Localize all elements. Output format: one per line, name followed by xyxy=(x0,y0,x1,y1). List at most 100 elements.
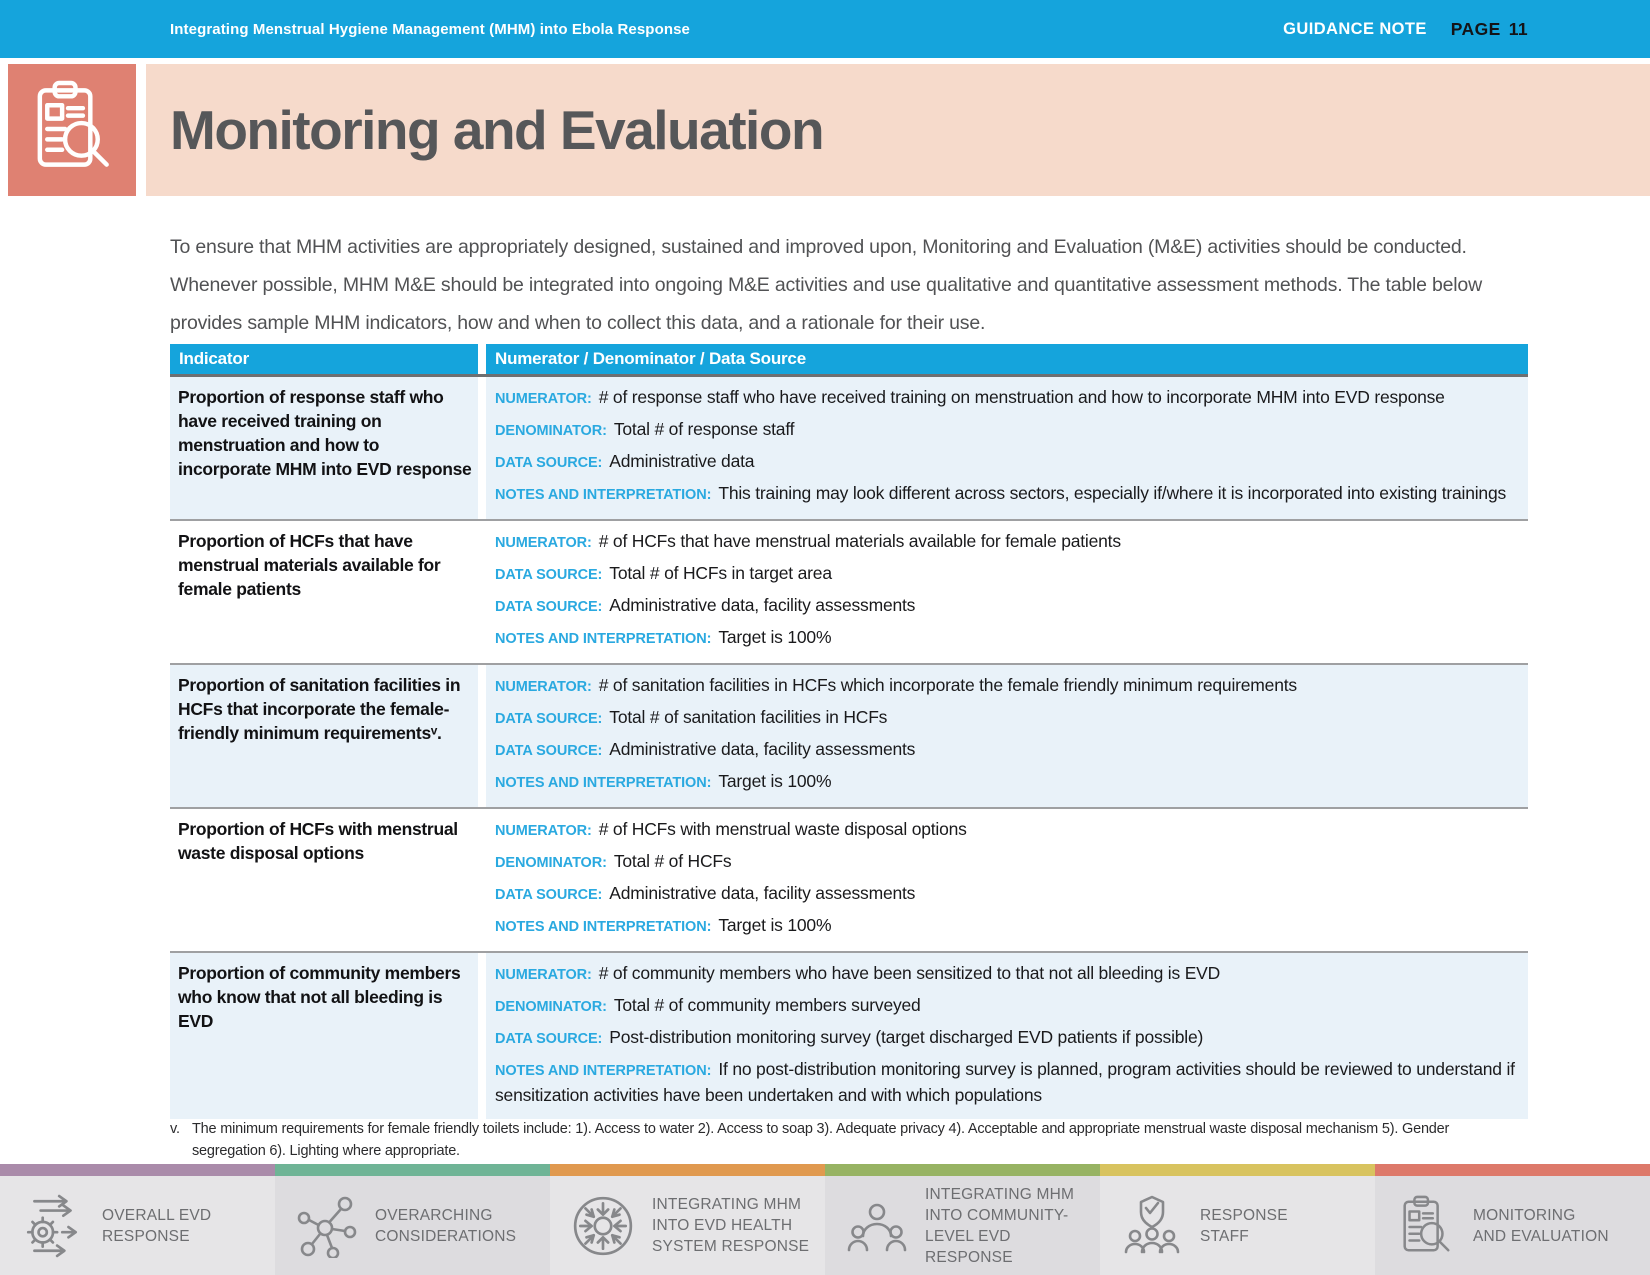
nav-accent-stripe xyxy=(275,1164,550,1176)
table-row: Proportion of HCFs that have menstrual m… xyxy=(170,519,1528,663)
nav-item-overall-evd-response[interactable]: OVERALL EVD RESPONSE xyxy=(0,1164,275,1275)
table-entry: DATA SOURCE: Administrative data, facilit… xyxy=(495,881,1516,907)
table-entry: NUMERATOR: # of community members who hav… xyxy=(495,961,1516,987)
nav-label: MONITORING AND EVALUATION xyxy=(1473,1206,1609,1245)
nav-label: OVERARCHING CONSIDERATIONS xyxy=(375,1206,517,1245)
nav-item-response-staff[interactable]: RESPONSE STAFF xyxy=(1100,1164,1375,1275)
entry-text: Administrative data xyxy=(609,451,755,471)
entry-text: # of sanitation facilities in HCFs which… xyxy=(598,675,1297,695)
column-gutter xyxy=(478,665,486,807)
guidance-note-label: GUIDANCE NOTE xyxy=(1283,19,1427,38)
entry-label: DATA SOURCE: xyxy=(495,455,603,471)
column-gutter xyxy=(478,344,486,374)
entry-label: DATA SOURCE: xyxy=(495,567,603,583)
entry-label: DATA SOURCE: xyxy=(495,711,603,727)
table-entry: NOTES AND INTERPRETATION: If no post-dist… xyxy=(495,1057,1516,1107)
entry-text: If no post-distribution monitoring surve… xyxy=(495,1059,1515,1105)
entry-text: # of HCFs with menstrual waste disposal … xyxy=(598,819,967,839)
gear-arrows-icon xyxy=(20,1193,86,1259)
entry-label: NOTES AND INTERPRETATION: xyxy=(495,919,712,935)
clipboard-magnifier-icon xyxy=(1395,1195,1457,1257)
entry-text: Total # of response staff xyxy=(613,419,795,439)
table-entry: DATA SOURCE: Administrative data, facilit… xyxy=(495,737,1516,763)
entry-label: DENOMINATOR: xyxy=(495,999,607,1015)
column-header-indicator: Indicator xyxy=(170,344,478,374)
table-row: Proportion of HCFs with menstrual waste … xyxy=(170,807,1528,951)
footer-nav: OVERALL EVD RESPONSE OVERARCHING CONSIDE… xyxy=(0,1164,1650,1275)
nav-accent-stripe xyxy=(1100,1164,1375,1176)
footnote: v. The minimum requirements for female f… xyxy=(170,1118,1456,1162)
entry-label: NUMERATOR: xyxy=(495,823,592,839)
document-title: Integrating Menstrual Hygiene Management… xyxy=(170,20,690,38)
column-gutter xyxy=(478,953,486,1119)
entry-label: DENOMINATOR: xyxy=(495,855,607,871)
indicator-text: Proportion of response staff who have re… xyxy=(178,387,472,479)
converging-arrows-icon xyxy=(570,1193,636,1259)
nav-item-monitoring-evaluation[interactable]: MONITORING AND EVALUATION xyxy=(1375,1164,1650,1275)
entry-label: NUMERATOR: xyxy=(495,391,592,407)
nav-label: INTEGRATING MHM INTO EVD HEALTH SYSTEM R… xyxy=(652,1196,810,1255)
table-row: Proportion of community members who know… xyxy=(170,951,1528,1119)
footnote-text: The minimum requirements for female frie… xyxy=(192,1121,1450,1159)
footnote-marker: v. xyxy=(170,1121,180,1137)
entry-label: DATA SOURCE: xyxy=(495,1031,603,1047)
entry-label: NOTES AND INTERPRETATION: xyxy=(495,775,712,791)
nav-label: OVERALL EVD RESPONSE xyxy=(102,1206,212,1245)
community-icon xyxy=(845,1194,909,1258)
entry-text: Total # of sanitation facilities in HCFs xyxy=(609,707,888,727)
entry-text: # of community members who have been sen… xyxy=(598,963,1221,983)
table-entry: DENOMINATOR: Total # of HCFs xyxy=(495,849,1516,875)
table-entry: DATA SOURCE: Administrative data, facilit… xyxy=(495,593,1516,619)
table-row: Proportion of response staff who have re… xyxy=(170,377,1528,519)
entry-label: NUMERATOR: xyxy=(495,967,592,983)
column-gutter xyxy=(478,377,486,519)
table-entry: DENOMINATOR: Total # of community members… xyxy=(495,993,1516,1019)
indicator-text: Proportion of community members who know… xyxy=(178,963,461,1031)
nav-item-integrating-mhm-health-system[interactable]: INTEGRATING MHM INTO EVD HEALTH SYSTEM R… xyxy=(550,1164,825,1275)
shield-team-icon xyxy=(1120,1194,1184,1258)
page-number: 11 xyxy=(1508,18,1528,39)
entry-text: Total # of community members surveyed xyxy=(613,995,921,1015)
nav-label: INTEGRATING MHM INTO COMMUNITY- LEVEL EV… xyxy=(925,1185,1075,1266)
nav-accent-stripe xyxy=(0,1164,275,1176)
table-entry: NOTES AND INTERPRETATION: This training m… xyxy=(495,481,1516,507)
page-label: PAGE xyxy=(1450,18,1501,39)
indicator-text: Proportion of HCFs that have menstrual m… xyxy=(178,531,441,599)
column-gutter xyxy=(478,809,486,951)
entry-text: Total # of HCFs xyxy=(613,851,732,871)
entry-text: Post-distribution monitoring survey (tar… xyxy=(609,1027,1204,1047)
table-entry: NOTES AND INTERPRETATION: Target is 100% xyxy=(495,913,1516,939)
table-header-row: Indicator Numerator / Denominator / Data… xyxy=(170,344,1528,377)
nav-accent-stripe xyxy=(550,1164,825,1176)
entry-text: Administrative data, facility assessment… xyxy=(609,595,916,615)
table-row: Proportion of sanitation facilities in H… xyxy=(170,663,1528,807)
table-entry: NUMERATOR: # of response staff who have r… xyxy=(495,385,1516,411)
table-entry: NUMERATOR: # of HCFs with menstrual waste… xyxy=(495,817,1516,843)
entry-label: NOTES AND INTERPRETATION: xyxy=(495,487,712,503)
intro-paragraph: To ensure that MHM activities are approp… xyxy=(170,236,1482,334)
nav-item-overarching-considerations[interactable]: OVERARCHING CONSIDERATIONS xyxy=(275,1164,550,1275)
top-bar-right: GUIDANCE NOTE PAGE 11 xyxy=(1283,0,1528,58)
table-entry: DENOMINATOR: Total # of response staff xyxy=(495,417,1516,443)
entry-label: NOTES AND INTERPRETATION: xyxy=(495,631,712,647)
entry-label: DATA SOURCE: xyxy=(495,743,603,759)
entry-label: DATA SOURCE: xyxy=(495,887,603,903)
entry-text: This training may look different across … xyxy=(718,483,1507,503)
table-entry: DATA SOURCE: Total # of sanitation facili… xyxy=(495,705,1516,731)
nav-item-integrating-mhm-community[interactable]: INTEGRATING MHM INTO COMMUNITY- LEVEL EV… xyxy=(825,1164,1100,1275)
entry-label: NOTES AND INTERPRETATION: xyxy=(495,1063,712,1079)
nav-accent-stripe xyxy=(825,1164,1100,1176)
column-gutter xyxy=(478,521,486,663)
entry-label: NUMERATOR: xyxy=(495,679,592,695)
indicator-text: Proportion of sanitation facilities in H… xyxy=(178,675,461,743)
table-entry: NOTES AND INTERPRETATION: Target is 100% xyxy=(495,769,1516,795)
clipboard-magnifier-icon xyxy=(25,80,120,180)
table-entry: DATA SOURCE: Administrative data xyxy=(495,449,1516,475)
entry-label: DENOMINATOR: xyxy=(495,423,607,439)
entry-text: # of HCFs that have menstrual materials … xyxy=(598,531,1121,551)
column-header-numerator: Numerator / Denominator / Data Source xyxy=(486,344,1528,374)
section-banner: Monitoring and Evaluation xyxy=(146,64,1650,196)
indicators-table: Indicator Numerator / Denominator / Data… xyxy=(170,344,1528,1119)
nav-label: RESPONSE STAFF xyxy=(1200,1206,1288,1245)
top-bar: Integrating Menstrual Hygiene Management… xyxy=(0,0,1650,58)
